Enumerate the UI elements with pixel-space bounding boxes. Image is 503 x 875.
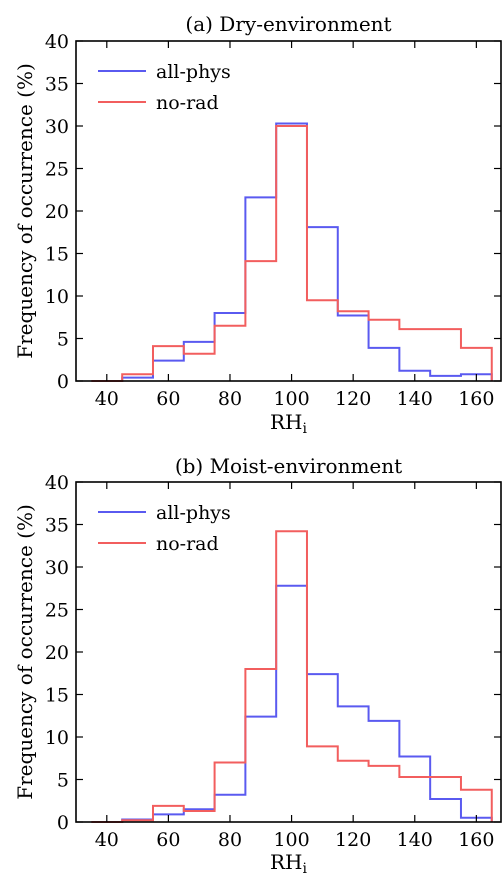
y-tick-label: 25: [45, 159, 69, 181]
chart-panel-2: (b) Moist-environment 40 60 80 100 120 140 160 0…: [13, 454, 502, 875]
chart-panel-1: (a) Dry-environment 40 60 80 100 120 140 160 0 5 1…: [13, 12, 502, 437]
legend-label-no-rad: no-rad: [156, 92, 219, 114]
y-tick-label: 5: [57, 770, 69, 792]
x-tick-label: 80: [218, 829, 242, 851]
x-tick-label: 100: [273, 829, 309, 851]
y-tick-label: 20: [45, 201, 69, 223]
x-tick-label: 80: [218, 388, 242, 410]
chart-title: (a) Dry-environment: [185, 12, 391, 36]
y-tick-label: 40: [45, 31, 69, 53]
y-tick-label: 5: [57, 329, 69, 351]
y-tick-label: 35: [45, 515, 69, 537]
y-tick-label: 15: [45, 244, 69, 266]
y-tick-label: 20: [45, 642, 69, 664]
series-all-phys-line: [91, 584, 493, 823]
x-tick-label: 160: [458, 829, 494, 851]
x-tick-label: 120: [335, 829, 371, 851]
x-axis-label: RHi: [270, 410, 308, 437]
legend-label-no-rad: no-rad: [156, 533, 219, 555]
plot-frame: [75, 481, 502, 823]
y-tick-label: 25: [45, 600, 69, 622]
x-tick-label: 60: [156, 388, 180, 410]
y-tick-label: 10: [45, 286, 69, 308]
x-tick-label: 140: [397, 388, 433, 410]
y-tick-label: 35: [45, 74, 69, 96]
series-no-rad-line: [91, 125, 493, 382]
series-no-rad-line: [91, 530, 493, 823]
x-tick-label: 160: [458, 388, 494, 410]
y-tick-label: 0: [57, 371, 69, 393]
y-tick-label: 15: [45, 685, 69, 707]
y-tick-label: 0: [57, 812, 69, 834]
y-tick-label: 30: [45, 116, 69, 138]
y-axis-label: Frequency of occurrence (%): [13, 504, 37, 800]
legend-label-all-phys: all-phys: [156, 502, 231, 524]
y-tick-label: 40: [45, 472, 69, 494]
x-tick-label: 100: [273, 388, 309, 410]
x-axis-label: RHi: [270, 850, 308, 875]
x-tick-label: 60: [156, 829, 180, 851]
legend-label-all-phys: all-phys: [156, 61, 231, 83]
x-tick-label: 120: [335, 388, 371, 410]
series-all-phys-line: [91, 122, 493, 382]
y-tick-label: 10: [45, 727, 69, 749]
chart-title: (b) Moist-environment: [175, 454, 402, 478]
x-tick-label: 140: [397, 829, 433, 851]
x-tick-label: 40: [95, 388, 119, 410]
x-tick-label: 40: [95, 829, 119, 851]
y-tick-label: 30: [45, 557, 69, 579]
y-axis-label: Frequency of occurrence (%): [13, 63, 37, 359]
